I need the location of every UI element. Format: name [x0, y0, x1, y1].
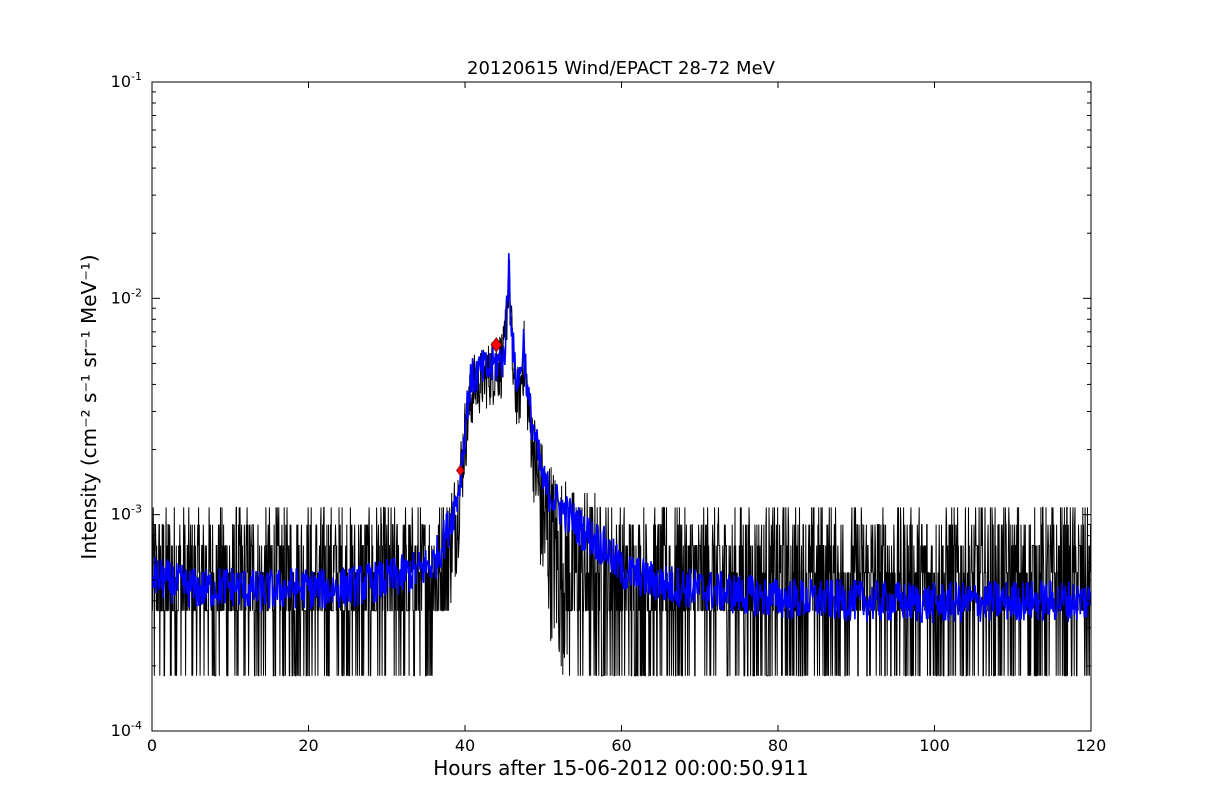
x-axis-label: Hours after 15-06-2012 00:00:50.911 [433, 756, 809, 780]
red-marker-1 [456, 464, 465, 477]
x-tick-label: 40 [455, 736, 475, 755]
x-tick-label: 100 [919, 736, 950, 755]
smoothed-intensity-series [152, 253, 1091, 624]
plot-area [152, 253, 1091, 677]
x-axis: 0 20 40 60 80 100 120 [147, 82, 1106, 755]
x-tick-label: 120 [1076, 736, 1107, 755]
x-tick-label: 80 [768, 736, 788, 755]
x-tick-label: 0 [147, 736, 157, 755]
chart-title: 20120615 Wind/EPACT 28-72 MeV [467, 58, 776, 79]
red-marker-2 [490, 337, 503, 353]
x-tick-label: 60 [611, 736, 631, 755]
series-group [152, 253, 1091, 677]
x-tick-label: 20 [298, 736, 318, 755]
y-axis-label: Intensity (cm⁻² s⁻¹ sr⁻¹ MeV⁻¹) [77, 254, 101, 559]
